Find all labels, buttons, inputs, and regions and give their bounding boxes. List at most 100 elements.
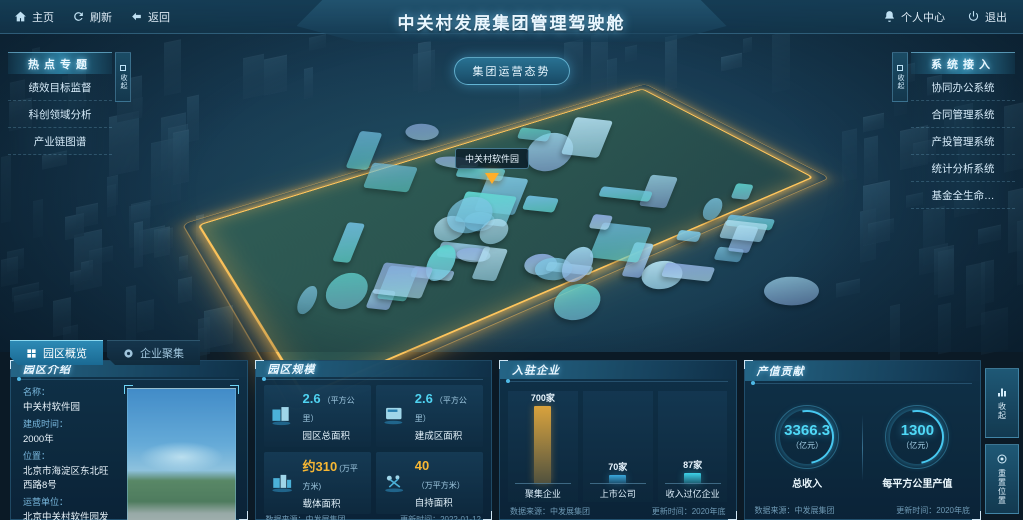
bar-item: 70家 上市公司 — [582, 390, 653, 502]
tab-label: 企业聚集 — [140, 348, 184, 360]
top-nav-right-group: 个人中心 退出 — [869, 9, 1023, 25]
right-panel-collapse-button[interactable]: 收起 — [892, 52, 908, 102]
sidebar-item-label: 绩效目标监督 — [28, 81, 92, 94]
metric-built-area: 2.6 （平方公里） 建成区面积 — [375, 385, 483, 447]
metric-unit: （平方公里） — [414, 396, 467, 423]
update-time-label: 更新时间：2020年底 — [896, 506, 970, 515]
gauge-total-revenue: 3366.3 （亿元） 总收入 — [753, 405, 862, 490]
bottom-tab-bar: 园区概览 企业聚集 — [10, 340, 200, 365]
update-time-label: 更新时间：2022-01-12 — [400, 515, 481, 520]
nav-refresh-button[interactable]: 刷新 — [72, 9, 112, 25]
field-location: 位置： 北京市海淀区东北旺西路8号 — [23, 449, 116, 491]
group-operation-status-button[interactable]: 集团运营态势 — [453, 57, 570, 85]
left-panel-collapse-button[interactable]: 收起 — [115, 52, 131, 102]
park-parcel-3d — [180, 55, 880, 413]
bar-baseline — [514, 482, 571, 484]
sidebar-item-oa-system[interactable]: 协同办公系统 — [911, 74, 1015, 101]
gauge-label: 总收入 — [792, 479, 823, 490]
sidebar-item-contract-system[interactable]: 合同管理系统 — [911, 101, 1015, 128]
back-arrow-icon — [132, 12, 141, 21]
tab-enterprise-cluster[interactable]: 企业聚集 — [107, 340, 200, 365]
nav-user-center-button[interactable]: 个人中心 — [883, 9, 945, 25]
field-value: 北京市海淀区东北旺西路8号 — [23, 466, 109, 491]
bar-column — [534, 405, 552, 483]
map-marker-zhongguancun[interactable]: 中关村软件园 — [455, 148, 530, 184]
bar-column — [609, 474, 627, 483]
gauge-divider — [861, 414, 863, 481]
enterprises-bar-chart: 700家 聚集企业 70家 上市公司 87家 收入过亿企业 — [508, 390, 728, 504]
tower-icon — [271, 474, 292, 493]
gauge-ring: 3366.3 （亿元） — [775, 405, 840, 469]
gauge-unit: （亿元） — [791, 440, 824, 450]
bar-baseline — [589, 482, 646, 484]
field-value: 北京中关村软件园发展有限公司 — [23, 512, 109, 520]
nav-home-button[interactable]: 主页 — [14, 9, 54, 25]
nav-logout-label: 退出 — [985, 11, 1007, 24]
sidebar-item-label: 基金全生命… — [931, 189, 995, 202]
metric-carrier-area: 约310 (万平方米) 载体面积 — [263, 452, 371, 514]
system-access-title: 系统接入 — [911, 52, 1015, 74]
metric-label: 载体面积 — [302, 499, 341, 510]
sidebar-item-industry-chain[interactable]: 产业链图谱 — [8, 128, 112, 155]
sidebar-item-fund-lifecycle[interactable]: 基金全生命… — [911, 182, 1015, 209]
park-scale-title: 园区规模 — [255, 361, 491, 377]
metric-label: 建成区面积 — [414, 431, 463, 442]
field-label: 名称： — [23, 387, 51, 397]
metric-value: 2.6 — [414, 391, 433, 406]
metric-self-held-area: 40 （万平方米） 自持面积 — [375, 452, 483, 514]
sidebar-item-label: 产业链图谱 — [33, 135, 87, 148]
top-nav-left-group: 主页 刷新 返回 — [0, 9, 170, 25]
bar-value-label: 87家 — [683, 459, 703, 470]
hot-topics-title: 热点专题 — [8, 52, 112, 74]
grid-icon — [26, 348, 37, 359]
power-icon — [968, 11, 979, 21]
collapse-cards-button[interactable]: 收起 — [985, 368, 1019, 438]
sidebar-item-statistics-system[interactable]: 统计分析系统 — [911, 155, 1015, 182]
chart-collapse-icon — [998, 388, 1006, 397]
park-intro-title: 园区介绍 — [11, 361, 247, 377]
sidebar-item-label: 协同办公系统 — [931, 81, 995, 94]
gauge-value: 3366.3 — [784, 422, 831, 440]
gauge-ring: 1300 （亿元） — [885, 405, 950, 469]
metric-unit: （万平方米） — [416, 481, 465, 490]
metric-label: 自持面积 — [414, 498, 453, 509]
sidebar-item-innovation-analysis[interactable]: 科创领域分析 — [8, 101, 112, 128]
metric-label: 园区总面积 — [302, 431, 351, 442]
output-value-title: 产值贡献 — [744, 361, 980, 381]
bottom-card-row: 园区介绍 名称： 中关村软件园 建成时间： 2000年 位置： — [0, 360, 1023, 520]
gauge-label: 每平方公里产值 — [882, 479, 953, 490]
bar-value-label: 70家 — [608, 461, 628, 472]
page-title: 中关村发展集团管理驾驶舱 — [397, 13, 626, 33]
bar-category-label: 聚集企业 — [524, 488, 561, 499]
gauge-output-per-km2: 1300 （亿元） 每平方公里产值 — [863, 405, 972, 490]
nav-back-button[interactable]: 返回 — [130, 9, 170, 25]
sidebar-item-performance-goal[interactable]: 绩效目标监督 — [8, 74, 112, 101]
sidebar-item-investment-system[interactable]: 产投管理系统 — [911, 128, 1015, 155]
output-value-card: 产值贡献 3366.3 （亿元） 总收入 — [743, 360, 981, 520]
cluster-icon — [123, 348, 134, 359]
park-photo — [123, 385, 239, 520]
dashboard-title-plate: 中关村发展集团管理驾驶舱 — [296, 0, 727, 42]
metric-value: 约310 — [302, 459, 338, 474]
metric-unit: （平方公里） — [302, 396, 355, 423]
gauge-value: 1300 — [900, 422, 935, 440]
bar-item: 87家收入过亿企业 — [657, 390, 728, 502]
key-icon — [385, 475, 403, 493]
field-built-year: 建成时间： 2000年 — [23, 417, 116, 445]
park-scale-card: 园区规模 2.6 （平方公里） 园区总面积 — [254, 360, 492, 520]
bar-baseline — [664, 482, 721, 484]
data-source-label: 数据来源：中发展集团 — [510, 506, 590, 516]
resident-enterprises-card: 入驻企业 700家 聚集企业 70家 上市公司 87家 收入过亿企业 数据来源：中发展集团… — [499, 360, 737, 520]
tab-label: 园区概览 — [43, 348, 87, 360]
hot-topics-panel: 热点专题 绩效目标监督 科创领域分析 产业链图谱 收起 — [8, 52, 131, 155]
bar-value-label: 700家 — [530, 392, 555, 403]
tab-park-overview[interactable]: 园区概览 — [10, 340, 103, 365]
bar-category-label: 收入过亿企业 — [665, 488, 720, 499]
reset-position-button[interactable]: 重置位置 — [985, 444, 1019, 514]
park-photo-image — [126, 388, 236, 520]
nav-logout-button[interactable]: 退出 — [967, 9, 1007, 25]
field-operator: 运营单位： 北京中关村软件园发展有限公司 — [23, 495, 116, 520]
collapse-cards-label: 收起 — [997, 402, 1007, 420]
refresh-icon — [74, 12, 83, 21]
